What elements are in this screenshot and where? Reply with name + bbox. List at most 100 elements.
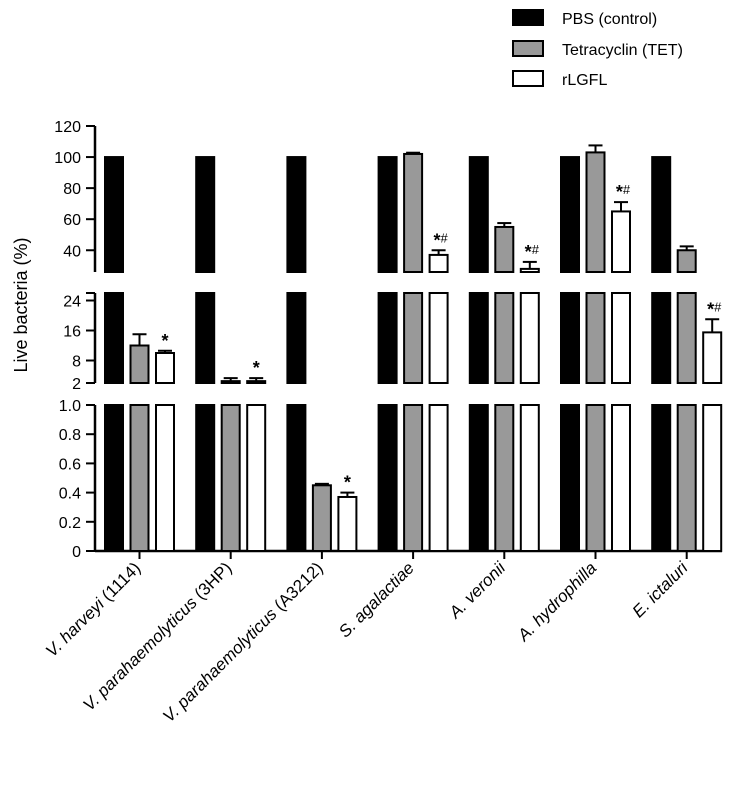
bar-segment — [129, 404, 150, 552]
significance-mark: * — [161, 331, 168, 351]
y-tick-label: 120 — [54, 119, 81, 136]
x-tick-label: V. parahaemolyticus (A3212) — [159, 558, 327, 726]
bar-segment — [220, 404, 241, 552]
legend-label: rLGFL — [562, 72, 607, 89]
bar-segment — [651, 292, 672, 384]
bar-segment — [585, 404, 606, 552]
bar — [403, 151, 424, 552]
legend-label: Tetracyclin (TET) — [562, 42, 683, 59]
bar-segment — [611, 210, 631, 274]
bar — [585, 144, 606, 552]
bar-segment — [155, 352, 175, 384]
bar: * — [155, 331, 175, 552]
bar-segment — [468, 404, 489, 552]
bar-segment — [702, 404, 723, 552]
bar: *# — [428, 230, 449, 552]
legend-item: Tetracyclin (TET) — [512, 40, 683, 59]
y-tick-label: 80 — [63, 181, 81, 198]
bar-segment — [403, 152, 424, 273]
bar-segment — [676, 249, 697, 274]
bar: *# — [611, 182, 631, 552]
significance-mark: *# — [616, 182, 631, 202]
bar-segment — [155, 404, 175, 552]
bar — [651, 156, 672, 552]
bar: *# — [519, 242, 540, 552]
bar-segment — [246, 404, 267, 552]
bar-segment — [468, 156, 489, 273]
bar — [104, 156, 124, 552]
bar-segment — [104, 156, 124, 273]
bar-segment — [611, 292, 631, 384]
x-tick-label: V. parahaemolyticus (3HP) — [79, 558, 235, 714]
bar-segment — [220, 380, 241, 384]
bar-segment — [585, 292, 606, 384]
y-tick-label: 0.4 — [59, 486, 81, 503]
bar-segment — [519, 267, 540, 273]
y-tick-label: 1.0 — [59, 398, 81, 415]
bar: * — [246, 358, 267, 552]
bar-segment — [246, 380, 267, 384]
bar-group: *# — [468, 156, 540, 552]
bar-segment — [676, 292, 697, 384]
legend-swatch — [512, 70, 544, 87]
legend-item: PBS (control) — [512, 9, 657, 28]
bar-segment — [676, 404, 697, 552]
bar-groups: * * * *# *# *# *# — [104, 144, 723, 553]
bar-segment — [560, 292, 580, 384]
y-tick-label: 16 — [63, 324, 81, 341]
significance-mark: *# — [707, 299, 722, 319]
bar-segment — [377, 292, 398, 384]
bar — [377, 156, 398, 552]
bar-segment — [702, 331, 723, 384]
bar-segment — [129, 344, 150, 384]
bar-segment — [428, 292, 449, 384]
category-labels: V. harveyi (1114)V. parahaemolyticus (3H… — [42, 551, 692, 726]
x-tick-label: A. veronii — [445, 558, 510, 623]
bar-group: *# — [651, 156, 723, 552]
bar-segment — [428, 253, 449, 273]
bar — [468, 156, 489, 552]
bar-segment — [560, 404, 580, 552]
bar — [560, 156, 580, 552]
bar — [676, 245, 697, 552]
y-tick-label: 0.6 — [59, 456, 81, 473]
bar-segment — [286, 292, 307, 384]
significance-mark: * — [344, 473, 351, 493]
bar-group: * — [104, 156, 175, 552]
y-tick-label: 100 — [54, 150, 81, 167]
legend-label: PBS (control) — [562, 11, 657, 28]
legend-swatch — [512, 9, 544, 26]
x-tick-label: A. hydrophilla — [513, 558, 600, 645]
bar-segment — [377, 156, 398, 273]
bar-segment — [104, 292, 124, 384]
significance-mark: *# — [525, 242, 540, 262]
bar — [286, 156, 307, 552]
bar-segment — [651, 156, 672, 273]
bar-segment — [104, 404, 124, 552]
bar-segment — [377, 404, 398, 552]
bar-segment — [560, 156, 580, 273]
bar-segment — [611, 404, 631, 552]
legend-swatch — [512, 40, 544, 57]
x-tick-label: V. harveyi (1114) — [42, 558, 144, 660]
bar-segment — [403, 292, 424, 384]
bar-segment — [651, 404, 672, 552]
bar-group: *# — [560, 144, 631, 552]
bar-segment — [311, 484, 332, 552]
y-tick-label: 2 — [72, 376, 81, 393]
y-tick-label: 0 — [72, 544, 81, 561]
y-tick-label: 0.8 — [59, 427, 81, 444]
bar-segment — [519, 292, 540, 384]
bar-segment — [195, 404, 216, 552]
bar-segment — [519, 404, 540, 552]
bar-segment — [585, 151, 606, 273]
bar — [195, 156, 216, 552]
bar-group: * — [195, 156, 267, 552]
bar-segment — [195, 156, 216, 273]
bar-group: * — [286, 156, 358, 553]
significance-mark: *# — [433, 230, 448, 250]
bar — [494, 222, 515, 552]
y-tick-label: 0.2 — [59, 515, 81, 532]
legend-item: rLGFL — [512, 70, 607, 89]
